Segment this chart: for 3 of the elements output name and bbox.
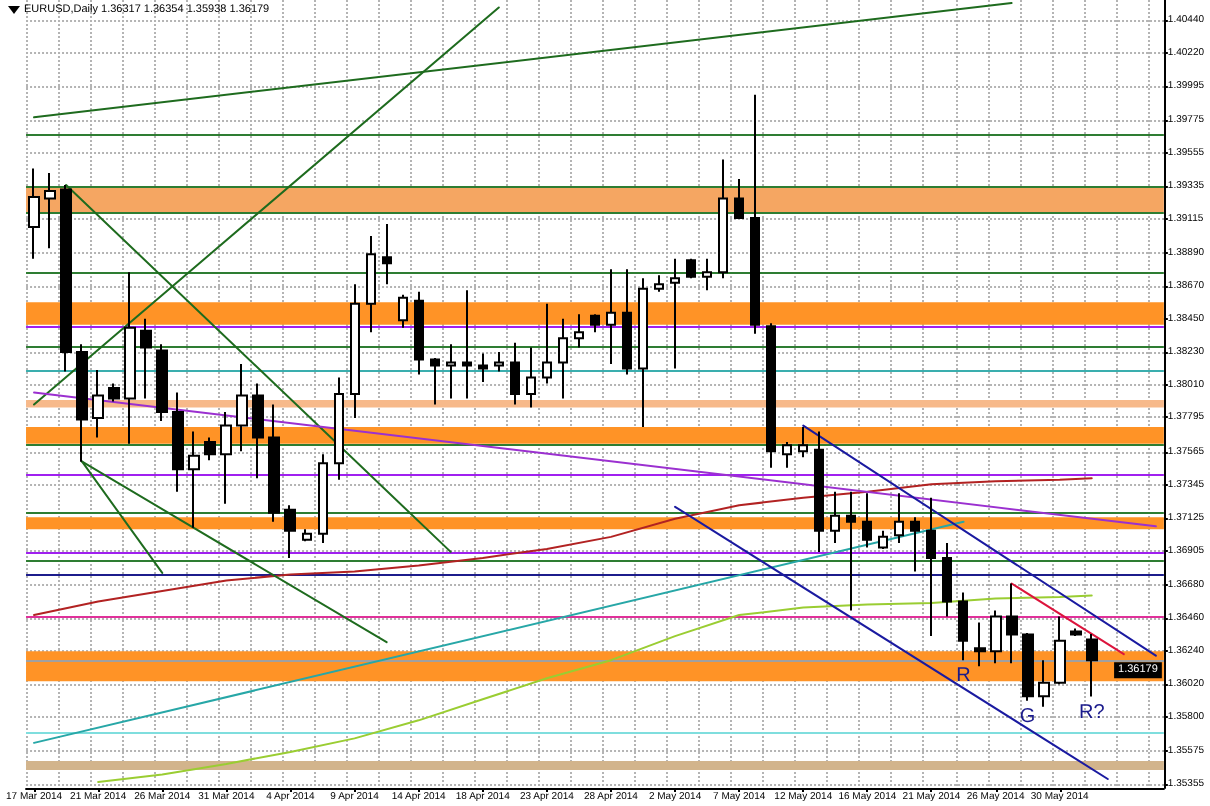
text: R?	[1078, 701, 1105, 724]
text: R	[956, 665, 971, 688]
text: G	[1019, 705, 1036, 728]
